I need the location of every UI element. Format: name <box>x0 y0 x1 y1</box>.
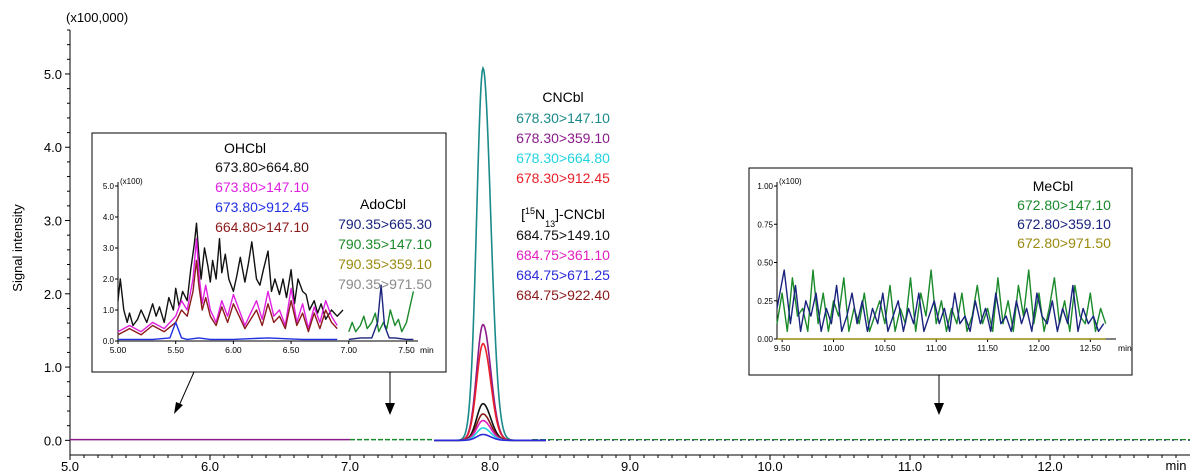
adocbl-transition-label: 790.35>359.10 <box>338 256 432 272</box>
x-tick-label: 11.0 <box>898 459 922 473</box>
y-tick-label: 3.0 <box>44 214 62 229</box>
labeled-cncbl-title: [15N13]-CNCbl <box>521 206 605 229</box>
y-tick-label: 0.0 <box>44 433 62 448</box>
x-tick-label: 8.0 <box>481 459 499 473</box>
inset-series-line <box>776 269 1105 333</box>
inset-right-box <box>748 167 1133 376</box>
adocbl-transition-label: 790.35>665.30 <box>338 216 432 232</box>
arrow-right-inset <box>934 375 944 415</box>
inset-y-tick-label: 3.0 <box>103 244 115 253</box>
inset-y-tick-label: 0.25 <box>757 297 773 306</box>
labeled-cncbl-title-part: [ <box>521 206 525 222</box>
peak-line <box>434 427 546 442</box>
inset-x-tick-label: 11.00 <box>926 343 947 353</box>
inset-x-tick-label: 10.00 <box>823 343 845 353</box>
main-annotation-labels: CNCbl 678.30>147.10 678.30>359.10 678.30>66… <box>516 89 610 303</box>
inset-x-tick-label: 7.00 <box>340 345 357 355</box>
inset-x-tick-label: 11.50 <box>977 343 998 353</box>
cncbl-transition-label: 678.30>664.80 <box>516 150 610 166</box>
inset-series-line <box>118 321 338 341</box>
labeled-cncbl-title-part: N <box>535 206 545 222</box>
inset-y-tick-label: 0.75 <box>757 220 773 229</box>
inset-y-tick-label: 1.0 <box>103 306 115 315</box>
cncbl-transition-label: 678.30>359.10 <box>516 130 610 146</box>
y-multiplier-label: (x100,000) <box>66 10 128 25</box>
inset-series-line <box>348 291 415 333</box>
inset-y-tick-label: 5.0 <box>103 182 115 191</box>
inset-left-content: (x100) 0.0 1.0 2.0 3.0 4.0 5.0 5.00 5.50 6.00 6.50… <box>103 140 434 355</box>
inset-y-tick-label: 0.00 <box>757 335 773 344</box>
y-axis-label: Signal intensity <box>10 204 25 292</box>
x-tick-label: 7.0 <box>341 459 359 473</box>
ohcbl-transition-label: 673.80>912.45 <box>215 199 309 215</box>
inset-x-tick-label: 9.50 <box>774 343 791 353</box>
x-tick-label: 9.0 <box>621 459 639 473</box>
ohcbl-transition-label: 673.80>147.10 <box>215 179 309 195</box>
cncbl-transition-label: 678.30>147.10 <box>516 110 610 126</box>
inset-y-tick-label: 1.00 <box>757 182 773 191</box>
inset-series-line <box>117 238 338 333</box>
inset-x-tick-label: 6.50 <box>283 345 300 355</box>
x-tick-label: 12.0 <box>1037 459 1062 473</box>
inset-y-tick-label: 0.50 <box>757 259 773 268</box>
mecbl-transition-label: 672.80>359.10 <box>1017 216 1111 232</box>
main-series-group <box>70 65 1190 442</box>
inset-x-unit: min <box>1118 343 1132 353</box>
y-tick-label: 5.0 <box>44 67 62 82</box>
mecbl-title: MeCbl <box>1033 178 1073 194</box>
peak-line <box>434 433 546 442</box>
inset-x-unit: min <box>420 345 434 355</box>
x-unit-label: min <box>1166 458 1187 473</box>
x-tick-label: 10.0 <box>757 459 782 473</box>
adocbl-transition-label: 790.35>147.10 <box>338 236 432 252</box>
ohcbl-title: OHCbl <box>224 140 266 156</box>
inset-x-tick-label: 6.00 <box>225 345 242 355</box>
y-tick-label: 2.0 <box>44 287 62 302</box>
mecbl-transition-label: 672.80>971.50 <box>1017 235 1111 251</box>
labeled-cncbl-transition-label: 684.75>671.25 <box>516 267 610 283</box>
cncbl-title: CNCbl <box>542 89 583 105</box>
arrow-adocbl <box>385 372 395 415</box>
labeled-cncbl-transition-label: 684.75>922.40 <box>516 287 610 303</box>
main-axis-ticks: 5.0 6.0 7.0 8.0 9.0 10.0 11.0 12.0 0.0 1.0 2.0 3.0 4… <box>44 29 1177 473</box>
inset-x-tick-label: 5.50 <box>167 345 184 355</box>
labeled-cncbl-title-part: ]-CNCbl <box>555 206 605 222</box>
inset-y-tick-label: 4.0 <box>103 213 115 222</box>
labeled-cncbl-title-part: 15 <box>525 206 535 216</box>
inset-x-tick-label: 12.50 <box>1080 343 1102 353</box>
labeled-cncbl-title-part: 13 <box>545 219 555 229</box>
labeled-cncbl-transition-label: 684.75>149.10 <box>516 227 610 243</box>
y-tick-label: 1.0 <box>44 360 62 375</box>
inset-series-line <box>348 284 414 341</box>
inset-x-tick-label: 5.00 <box>110 345 127 355</box>
mecbl-transition-label: 672.80>147.10 <box>1017 197 1111 213</box>
inset-series-line <box>776 269 1107 333</box>
inset-series-line <box>117 259 338 336</box>
inset-y-tick-label: 0.0 <box>103 337 115 346</box>
x-tick-label: 5.0 <box>61 459 79 473</box>
adocbl-transition-label: 790.35>971.50 <box>338 276 432 292</box>
ohcbl-transition-label: 673.80>664.80 <box>215 159 309 175</box>
adocbl-title: AdoCbl <box>360 196 406 212</box>
x-tick-label: 6.0 <box>201 459 219 473</box>
y-tick-label: 4.0 <box>44 140 62 155</box>
inset-y-tick-label: 2.0 <box>103 275 115 284</box>
cncbl-transition-label: 678.30>912.45 <box>516 170 610 186</box>
inset-x-tick-label: 12.00 <box>1028 343 1050 353</box>
labeled-cncbl-transition-label: 684.75>361.10 <box>516 247 610 263</box>
inset-right-content: (x100) 0.00 0.25 0.50 0.75 1.00 9.50 10.00 10.50… <box>757 177 1132 353</box>
inset-x-tick-label: 7.50 <box>398 345 415 355</box>
inset-multiplier-label: (x100) <box>120 177 143 186</box>
inset-series-line <box>117 222 344 327</box>
inset-multiplier-label: (x100) <box>779 177 802 186</box>
arrow-left-inset <box>174 371 195 414</box>
ohcbl-transition-label: 664.80>147.10 <box>215 219 309 235</box>
inset-x-tick-label: 10.50 <box>874 343 896 353</box>
